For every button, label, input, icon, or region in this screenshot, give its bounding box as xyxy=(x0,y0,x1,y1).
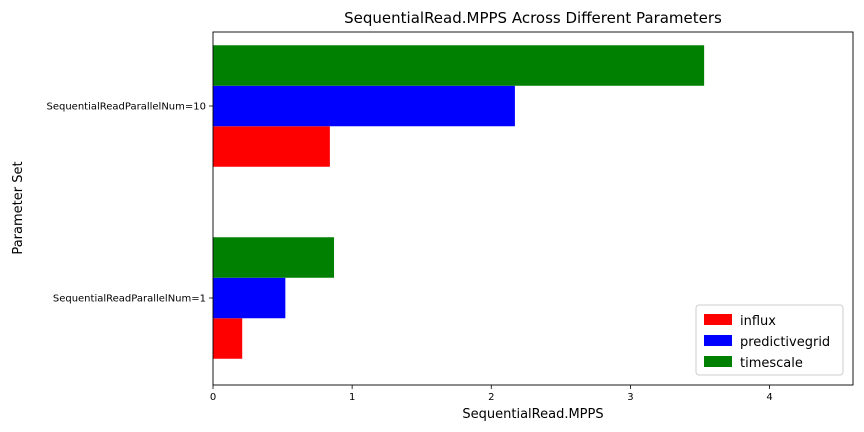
bar-predictivegrid-2 xyxy=(213,85,515,127)
x-tick-label: 1 xyxy=(349,392,355,403)
bar-timescale-2 xyxy=(213,45,705,86)
x-tick-label: 4 xyxy=(766,392,772,403)
bar-influx-2 xyxy=(213,126,330,167)
legend-swatch-predictivegrid xyxy=(704,335,732,346)
legend-label-timescale: timescale xyxy=(740,356,803,371)
x-tick-label: 0 xyxy=(210,392,216,403)
legend-box xyxy=(695,304,844,376)
legend-label-influx: influx xyxy=(740,314,776,329)
legend-label-predictivegrid: predictivegrid xyxy=(740,335,830,350)
chart-title: SequentialRead.MPPS Across Different Par… xyxy=(344,9,722,27)
x-tick-label: 2 xyxy=(488,392,494,403)
x-axis-label: SequentialRead.MPPS xyxy=(462,407,603,422)
y-tick-label: SequentialReadParallelNum=10 xyxy=(46,102,206,113)
bars-group xyxy=(213,45,705,359)
legend-swatch-timescale xyxy=(704,356,732,367)
y-axis: SequentialReadParallelNum=1 SequentialRea… xyxy=(46,102,213,305)
y-axis-label: Parameter Set xyxy=(11,161,26,254)
plot-frame xyxy=(212,31,854,386)
x-tick-label: 3 xyxy=(627,392,633,403)
legend: influx predictivegrid timescale xyxy=(695,304,844,376)
legend-swatch-influx xyxy=(704,314,732,325)
bar-predictivegrid-1 xyxy=(213,277,286,319)
bar-timescale-1 xyxy=(213,237,335,278)
x-axis: 0 1 2 3 4 xyxy=(210,385,773,403)
y-tick-label: SequentialReadParallelNum=1 xyxy=(53,294,206,305)
bar-influx-1 xyxy=(213,318,243,359)
